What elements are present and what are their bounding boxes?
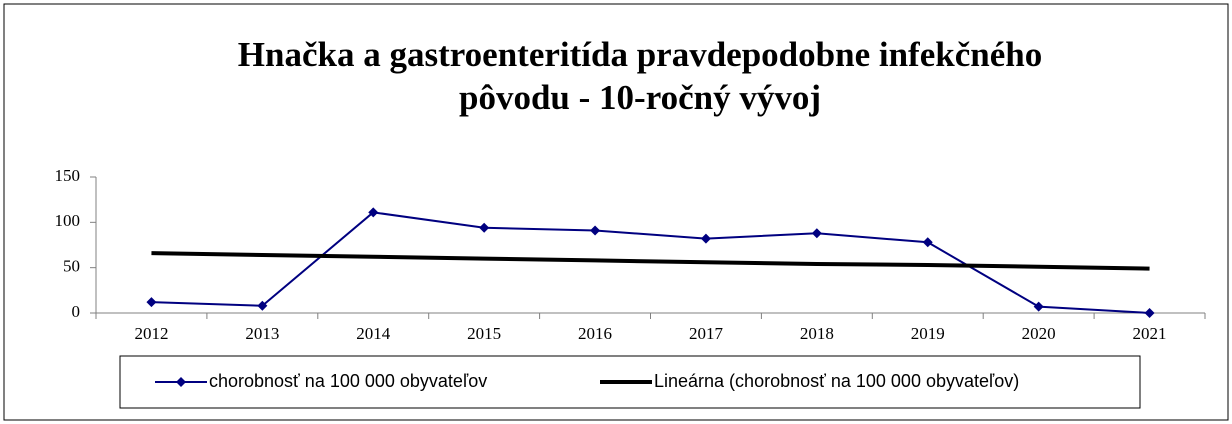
marker bbox=[922, 237, 933, 248]
legend-box bbox=[119, 355, 1141, 409]
x-tick-label: 2020 bbox=[1022, 324, 1056, 343]
x-tick-label: 2018 bbox=[800, 324, 834, 343]
legend-label: chorobnosť na 100 000 obyvateľov bbox=[209, 371, 487, 391]
marker bbox=[700, 233, 711, 244]
x-tick-label: 2021 bbox=[1133, 324, 1167, 343]
legend-label: Lineárna (chorobnosť na 100 000 obyvateľ… bbox=[654, 371, 1019, 391]
marker bbox=[1144, 308, 1155, 318]
marker bbox=[479, 222, 490, 233]
marker bbox=[1033, 301, 1044, 312]
legend-marker bbox=[176, 377, 186, 387]
marker bbox=[146, 297, 157, 308]
x-tick-label: 2013 bbox=[245, 324, 279, 343]
marker bbox=[368, 207, 379, 218]
marker bbox=[811, 228, 822, 239]
data-line bbox=[151, 211, 1150, 314]
x-tick-label: 2019 bbox=[911, 324, 945, 343]
marker bbox=[590, 225, 601, 236]
x-tick-label: 2015 bbox=[467, 324, 501, 343]
y-tick-label: 100 bbox=[55, 211, 81, 230]
trend-line bbox=[151, 251, 1150, 271]
x-tick-label: 2017 bbox=[689, 324, 724, 343]
chart-frame bbox=[3, 3, 1229, 421]
chart-title: pôvodu - 10-ročný vývoj bbox=[459, 78, 821, 117]
y-tick-label: 150 bbox=[55, 166, 81, 185]
x-tick-label: 2014 bbox=[356, 324, 391, 343]
y-tick-label: 0 bbox=[72, 302, 81, 321]
chart-title: Hnačka a gastroenteritída pravdepodobne … bbox=[238, 35, 1042, 74]
x-tick-label: 2016 bbox=[578, 324, 612, 343]
y-tick-label: 50 bbox=[63, 257, 80, 276]
x-tick-label: 2012 bbox=[134, 324, 168, 343]
marker bbox=[257, 300, 268, 311]
